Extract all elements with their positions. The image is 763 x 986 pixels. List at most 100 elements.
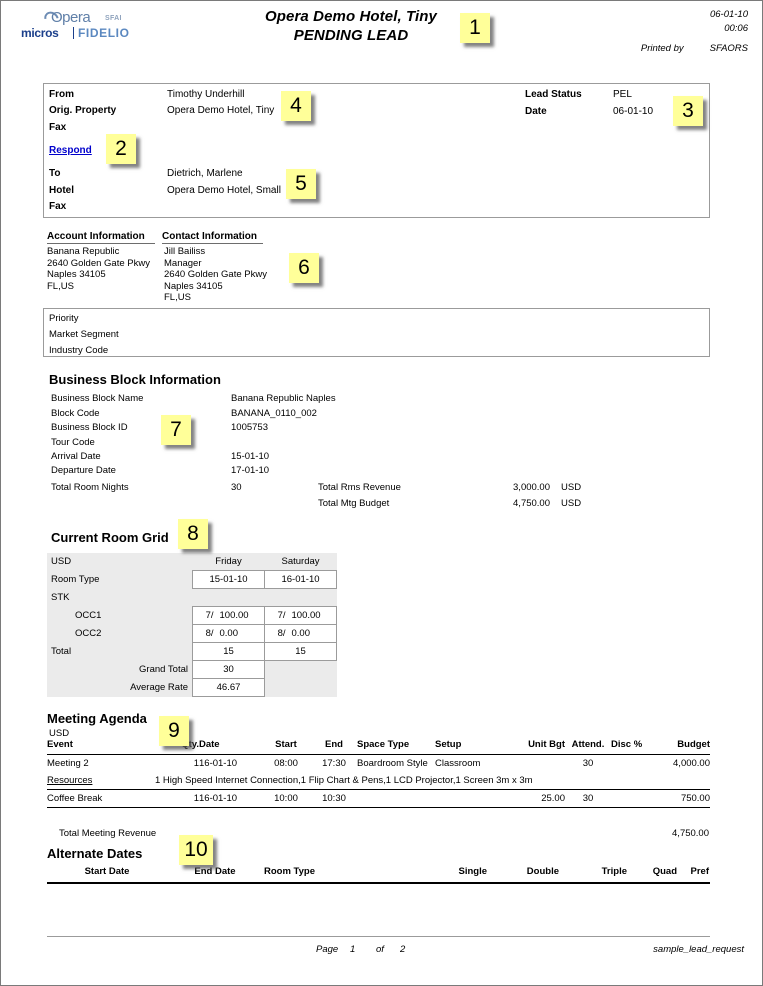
report-header: Opera SFAI micros FIDELIO Opera Demo Hot… (1, 1, 762, 67)
callout-badge-1: 1 (460, 13, 490, 43)
alt-col-room-type: Room Type (263, 865, 413, 884)
agenda-r2-qty: 1 (155, 789, 199, 808)
agenda-col-qty: Qty. (181, 739, 199, 750)
bb-value-name: Banana Republic Naples (231, 393, 336, 404)
room-type-label: Room Type (47, 570, 193, 589)
agenda-r1-unit-bgt (515, 754, 565, 772)
footer-page-label: Page (316, 944, 339, 955)
bb-value-nights: 30 (231, 482, 242, 493)
grand-total-row: Grand Total 30 (47, 660, 337, 679)
lead-date-label: Date (525, 106, 547, 117)
table-row: Coffee Break 1 16-01-10 10:00 10:30 25.0… (47, 789, 710, 808)
respond-link-container[interactable]: Respond (49, 140, 92, 158)
average-rate-row: Average Rate 46.67 (47, 678, 337, 697)
agenda-resources-row: Resources 1 High Speed Internet Connecti… (47, 772, 710, 790)
occ-row-1: OCC1 7/100.00 7/100.00 (47, 606, 337, 625)
to-fax-label: Fax (49, 201, 67, 212)
lead-date-value: 06-01-10 (613, 106, 654, 117)
agenda-r2-attend: 30 (565, 789, 611, 808)
agenda-col-space-type: Space Type (357, 739, 410, 750)
current-room-grid-heading: Current Room Grid (51, 530, 169, 545)
printed-by: Printed by SFAORS (641, 43, 748, 54)
room-grid-total-day2: 15 (264, 642, 337, 661)
priority-label: Priority (49, 313, 79, 324)
callout-badge-2: 2 (106, 134, 136, 164)
grand-total-label: Grand Total (47, 660, 193, 679)
header-timestamp: 06-01-10 00:06 (710, 8, 748, 36)
occ1-day2-rate: 100.00 (291, 610, 321, 621)
room-grid-date-1: 15-01-10 (192, 570, 265, 589)
agenda-r2-setup (435, 789, 515, 808)
printed-by-label: Printed by (640, 43, 684, 54)
agenda-r1-disc (611, 754, 651, 772)
occ2-day2-qty: 8/ (277, 628, 286, 639)
table-row: Meeting 2 1 16-01-10 08:00 17:30 Boardro… (47, 754, 710, 772)
average-rate-label: Average Rate (47, 678, 193, 697)
agenda-col-attend: Attend. (571, 739, 605, 750)
agenda-col-start: Start (275, 739, 297, 750)
agenda-r1-qty: 1 (155, 754, 199, 772)
parties-panel (43, 83, 710, 218)
footer-divider (47, 936, 710, 937)
alt-col-single: Single (413, 865, 488, 884)
room-grid-day-1: Friday (192, 553, 265, 571)
orig-property-value: Opera Demo Hotel, Tiny (167, 105, 275, 116)
hotel-label: Hotel (49, 185, 74, 196)
alt-col-double: Double (488, 865, 560, 884)
occ1-day2-qty: 7/ (277, 610, 286, 621)
room-grid-total-label: Total (47, 642, 193, 661)
footer-file-name: sample_lead_request (653, 944, 744, 955)
account-address-block: Banana Republic 2640 Golden Gate Pkwy Na… (47, 246, 150, 292)
agenda-col-unit-bgt: Unit Bgt (528, 739, 565, 750)
bb-label-name: Business Block Name (51, 393, 144, 404)
room-grid-total-row: Total 15 15 (47, 642, 337, 661)
callout-badge-7: 7 (161, 415, 191, 445)
contact-information-heading: Contact Information (162, 231, 263, 244)
occ1-day2: 7/100.00 (264, 606, 337, 625)
meeting-agenda-heading: Meeting Agenda (47, 711, 147, 726)
total-mtg-budget-amount: 4,750.00 (513, 498, 550, 509)
agenda-r1-attend: 30 (565, 754, 611, 772)
bb-label-depart: Departure Date (51, 465, 116, 476)
bb-value-arrival: 15-01-10 (231, 451, 270, 462)
page-title-hotel: Opera Demo Hotel, Tiny (265, 8, 437, 25)
occ2-day2: 8/0.00 (264, 624, 337, 643)
room-grid-date-row: Room Type 15-01-10 16-01-10 (47, 570, 337, 589)
from-label: From (49, 89, 74, 100)
average-rate-blank (264, 678, 337, 697)
logo-sfai-text: SFAI (105, 15, 122, 22)
bb-label-nights: Total Room Nights (51, 482, 129, 493)
page-title-status: PENDING LEAD (293, 27, 409, 44)
room-grid-day-2: Saturday (264, 553, 337, 571)
to-value: Dietrich, Marlene (167, 168, 243, 179)
occ-row-2: OCC2 8/0.00 8/0.00 (47, 624, 337, 643)
room-class-label: STK (47, 588, 193, 607)
footer-of-label: of (376, 944, 384, 955)
agenda-r1-space-type: Boardroom Style (357, 754, 435, 772)
room-grid-header-row: USD Friday Saturday (47, 553, 337, 571)
occ2-day1: 8/0.00 (192, 624, 265, 643)
industry-code-label: Industry Code (49, 345, 109, 356)
business-block-heading: Business Block Information (49, 372, 221, 387)
header-date: 06-01-10 (709, 9, 748, 20)
agenda-r2-budget: 750.00 (651, 789, 710, 808)
room-grid-total-day1: 15 (192, 642, 265, 661)
agenda-r2-date: 16-01-10 (199, 789, 261, 808)
agenda-col-setup: Setup (435, 739, 462, 750)
logo-fidelio-text: FIDELIO (78, 26, 130, 40)
respond-link[interactable]: Respond (49, 145, 92, 156)
occ1-day1-qty: 7/ (205, 610, 214, 621)
agenda-header-row: Event Qty. Date Start End Space Type Set… (47, 739, 710, 755)
hotel-value: Opera Demo Hotel, Small (167, 185, 281, 196)
agenda-r1-budget: 4,000.00 (651, 754, 710, 772)
occ1-label: OCC1 (47, 606, 193, 625)
bb-label-code: Block Code (51, 408, 100, 419)
room-grid-currency: USD (47, 553, 193, 571)
grand-total-value: 30 (192, 660, 265, 679)
total-meeting-revenue-label: Total Meeting Revenue (59, 828, 157, 839)
bb-value-depart: 17-01-10 (231, 465, 270, 476)
bb-label-arrival: Arrival Date (51, 451, 101, 462)
logo-opera-text: Opera (51, 9, 91, 26)
callout-badge-3: 3 (673, 96, 703, 126)
